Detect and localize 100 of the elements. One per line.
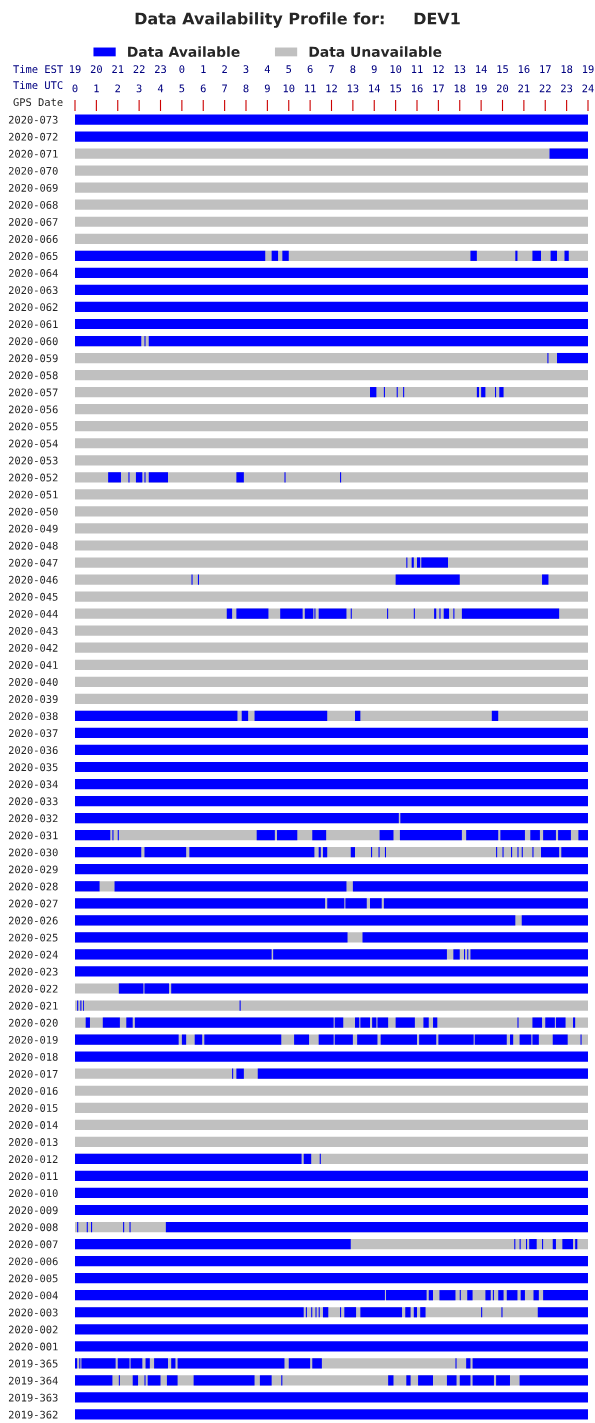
text: 18 — [561, 65, 573, 74]
bar — [322, 1307, 329, 1318]
y-tick-label: 2020-023 — [8, 967, 58, 976]
bar — [498, 1290, 504, 1301]
bar — [446, 1375, 457, 1386]
y-axis-title: GPS Date — [13, 98, 63, 107]
bar — [75, 1204, 588, 1216]
bar — [552, 1034, 568, 1045]
bar — [75, 761, 588, 773]
y-tick-label: 2020-002 — [8, 1325, 58, 1334]
bar — [85, 1017, 90, 1028]
y-tick-label: 2020-048 — [8, 541, 58, 550]
bar — [75, 421, 588, 432]
bar — [75, 676, 588, 687]
y-tick-label: 2020-053 — [8, 456, 58, 465]
bar — [75, 455, 588, 466]
y-tick-label: 2020-049 — [8, 524, 58, 533]
legend-label: Data Available — [128, 46, 240, 58]
bar — [75, 369, 588, 381]
bar — [362, 932, 588, 943]
bar — [144, 847, 187, 858]
text: 13 — [454, 65, 466, 74]
y-tick-label: 2020-026 — [8, 916, 58, 925]
y-tick-label: 2020-040 — [8, 678, 58, 686]
bar — [75, 318, 588, 330]
y-tick-label: 2019-363 — [8, 1393, 58, 1402]
y-tick-label: 2020-061 — [8, 320, 58, 329]
bar — [530, 830, 540, 841]
bar — [114, 881, 347, 892]
text: 10 — [390, 65, 402, 74]
bar — [470, 949, 588, 960]
bar — [165, 1221, 588, 1233]
bar — [132, 1375, 139, 1386]
bar — [515, 250, 518, 261]
y-tick-label: 2020-050 — [8, 507, 58, 516]
y-tick-label: 2020-003 — [8, 1308, 58, 1317]
bar — [532, 1017, 543, 1028]
y-tick-label: 2020-069 — [8, 183, 58, 192]
y-tick-label: 2020-071 — [8, 149, 58, 158]
y-tick-label: 2019-365 — [8, 1359, 58, 1368]
y-tick-label: 2020-063 — [8, 286, 58, 295]
bar — [226, 608, 233, 619]
y-tick-label: 2020-020 — [8, 1018, 58, 1027]
bar — [543, 1290, 588, 1301]
bar — [496, 1375, 510, 1386]
x-tick-label: 6 — [200, 84, 206, 93]
text: 12 — [433, 65, 444, 73]
bar — [564, 250, 569, 261]
x-tick-label: 2 — [115, 84, 120, 93]
bar — [75, 1102, 588, 1113]
bar — [312, 830, 327, 841]
x-tick-label: 17 — [433, 84, 444, 93]
bar — [350, 847, 356, 858]
bar — [75, 881, 100, 892]
x-tick-label: 4 — [157, 84, 164, 93]
bar — [434, 608, 437, 619]
bar — [75, 847, 142, 858]
bar — [466, 1358, 471, 1369]
bar — [75, 1409, 588, 1420]
x-tick-label: 1 — [94, 84, 99, 93]
bar — [75, 1392, 588, 1403]
bar — [405, 1307, 411, 1318]
text: 7 — [329, 65, 334, 73]
text: 11 — [411, 65, 423, 73]
bar — [562, 1238, 574, 1250]
bar — [549, 148, 588, 159]
bar — [421, 557, 448, 568]
text: 19 — [69, 65, 81, 74]
bar — [75, 489, 588, 500]
bar — [509, 1034, 514, 1045]
y-tick-label: 2020-062 — [8, 303, 58, 312]
bar — [75, 182, 588, 193]
y-tick-label: 2020-035 — [8, 763, 58, 772]
bar — [282, 250, 289, 261]
bar — [418, 1375, 434, 1386]
bar — [108, 472, 121, 483]
bar — [355, 710, 361, 721]
y-tick-label: 2020-015 — [8, 1104, 58, 1112]
bar — [294, 1034, 310, 1045]
bar — [81, 1358, 116, 1369]
x-tick-label: 10 — [283, 84, 295, 93]
bar — [75, 335, 142, 347]
chart-title: Data Availability Profile for: DEV1 — [135, 12, 460, 28]
bar — [561, 847, 588, 858]
y-tick-label: 2020-005 — [8, 1274, 58, 1283]
bar — [75, 1153, 302, 1165]
bar — [383, 898, 588, 909]
y-tick-label: 2020-036 — [8, 746, 58, 755]
y-tick-label: 2020-018 — [8, 1052, 58, 1061]
x-tick-label: 13 — [347, 84, 359, 93]
bar — [443, 608, 450, 619]
legend-label: Data Unavailable — [309, 46, 442, 58]
y-tick-label: 2020-028 — [8, 882, 58, 891]
bar — [75, 1324, 588, 1335]
bar — [75, 1000, 588, 1011]
bar — [411, 557, 414, 568]
x-tick-label: 8 — [243, 84, 249, 93]
y-tick-label: 2020-031 — [8, 831, 58, 840]
y-tick-label: 2020-029 — [8, 865, 58, 874]
bar — [75, 404, 588, 415]
